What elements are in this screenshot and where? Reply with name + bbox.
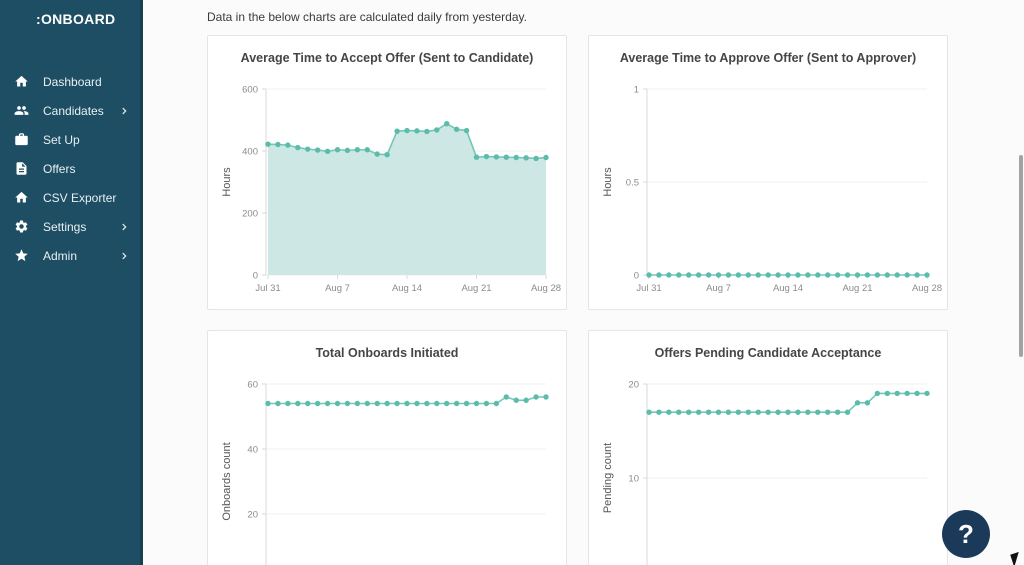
sidebar: :ONBOARD Dashboard Candidates Set Up [0,0,143,565]
svg-text:600: 600 [242,85,258,96]
chevron-right-icon [119,251,129,261]
sidebar-item-settings[interactable]: Settings [0,212,143,241]
svg-text:1: 1 [634,85,639,96]
sidebar-item-offers[interactable]: Offers [0,154,143,183]
svg-text:Pending count: Pending count [602,443,614,513]
svg-text:Aug 14: Aug 14 [392,283,422,294]
svg-text:Aug 28: Aug 28 [912,283,942,294]
sidebar-item-setup[interactable]: Set Up [0,125,143,154]
svg-text:20: 20 [247,510,258,521]
sidebar-item-label: Admin [43,248,78,263]
chart-card-approve-offer: 0 0.5 1 Jul 31 Aug 7 Aug 14 Aug 21 Aug 28 Hours … [588,35,948,310]
svg-text:Aug 7: Aug 7 [706,283,731,294]
sidebar-item-label: Candidates [43,103,104,118]
sidebar-item-csv-exporter[interactable]: CSV Exporter [0,183,143,212]
briefcase-icon [14,132,30,148]
chart-canvas-accept-offer: 0 200 400 600 Jul 31 Aug 7 Aug 14 Aug 21 Aug 28 H… [221,85,561,295]
chevron-right-icon [119,106,129,116]
sidebar-item-dashboard[interactable]: Dashboard [0,67,143,96]
sidebar-item-label: Set Up [43,132,80,147]
sidebar-item-candidates[interactable]: Candidates [0,96,143,125]
svg-text:Aug 14: Aug 14 [773,283,803,294]
svg-text:0.5: 0.5 [626,178,639,189]
chevron-right-icon [119,222,129,232]
chart-title: Average Time to Approve Offer (Sent to A… [619,51,917,65]
sidebar-item-label: Offers [43,161,76,176]
svg-text:40: 40 [247,445,258,456]
help-button[interactable]: ? [942,510,990,558]
home-icon [14,74,30,90]
sidebar-menu: Dashboard Candidates Set Up Offers [0,67,143,270]
svg-text:Hours: Hours [221,167,233,197]
svg-text:Onboards count: Onboards count [221,442,233,520]
svg-text:200: 200 [242,209,258,220]
chart-title: Total Onboards Initiated [315,346,459,360]
svg-text:60: 60 [247,380,258,391]
svg-text:20: 20 [628,380,639,391]
sidebar-item-admin[interactable]: Admin [0,241,143,270]
svg-text:Aug 21: Aug 21 [842,283,872,294]
star-icon [14,248,30,264]
svg-text:400: 400 [242,147,258,158]
charts-info-note: Data in the below charts are calculated … [207,10,527,24]
svg-text:Jul 31: Jul 31 [636,283,661,294]
scrollbar-thumb[interactable] [1019,155,1023,357]
app-logo: :ONBOARD [36,11,116,27]
sidebar-item-label: Dashboard [43,74,102,89]
svg-text:Aug 7: Aug 7 [325,283,350,294]
document-icon [14,161,30,177]
svg-text:Aug 28: Aug 28 [531,283,561,294]
chart-card-accept-offer: 0 200 400 600 Jul 31 Aug 7 Aug 14 Aug 21 Aug 28 H… [207,35,567,310]
chart-canvas-approve-offer: 0 0.5 1 Jul 31 Aug 7 Aug 14 Aug 21 Aug 28 Hours [602,85,942,295]
svg-text:10: 10 [628,474,639,485]
chart-title: Average Time to Accept Offer (Sent to Ca… [240,51,534,65]
gear-icon [14,219,30,235]
sidebar-item-label: Settings [43,219,87,234]
page-scrollbar [1018,0,1024,565]
people-icon [14,103,30,119]
home-icon [14,190,30,206]
sidebar-item-label: CSV Exporter [43,190,117,205]
svg-text:Aug 21: Aug 21 [461,283,491,294]
svg-text:Hours: Hours [602,167,614,197]
svg-text:Jul 31: Jul 31 [255,283,280,294]
chart-title: Offers Pending Candidate Acceptance [654,346,882,360]
svg-text:0: 0 [634,271,639,282]
svg-text:0: 0 [253,271,258,282]
